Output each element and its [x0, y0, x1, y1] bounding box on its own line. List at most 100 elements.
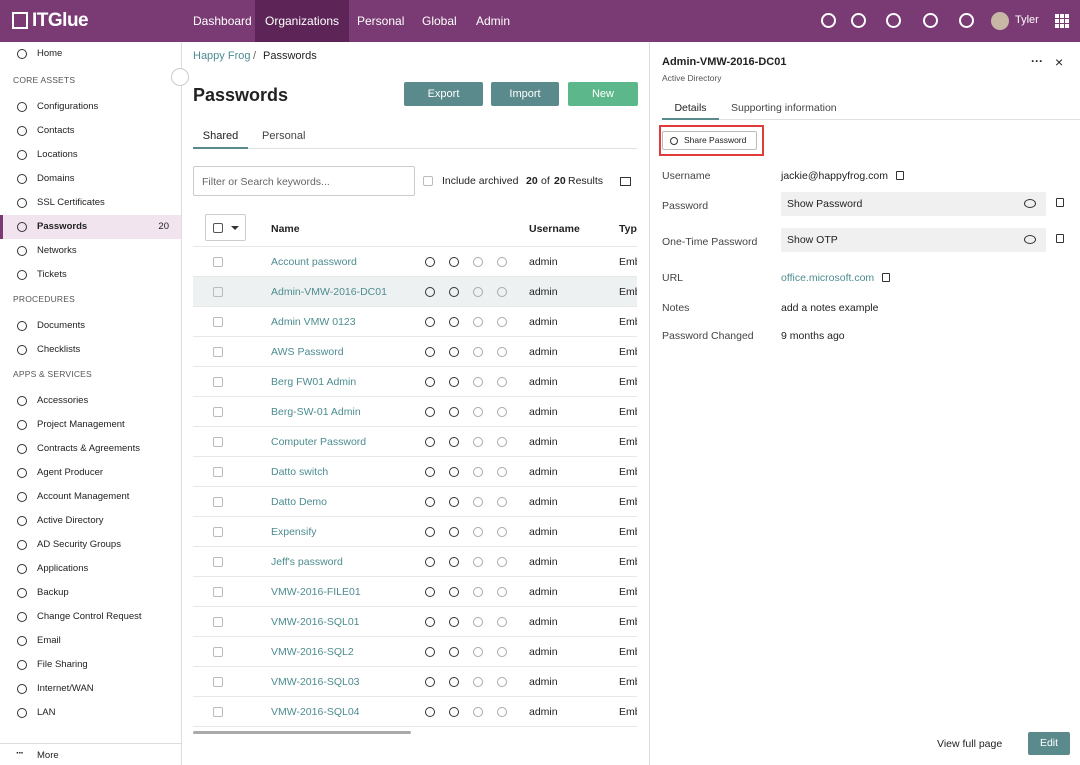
table-row[interactable]: Datto Demo admin Embedded	[193, 487, 637, 517]
sidebar-item[interactable]: Agent Producer	[0, 461, 181, 485]
row-action-icon[interactable]	[425, 467, 435, 477]
nav-link[interactable]: Personal	[357, 14, 405, 28]
more-menu[interactable]: ···	[1031, 54, 1043, 68]
tab[interactable]: Personal	[262, 130, 306, 142]
sidebar-item[interactable]: Backup	[0, 581, 181, 605]
reveal-box[interactable]: Show OTP	[781, 228, 1046, 252]
sidebar-item[interactable]: Contracts & Agreements	[0, 437, 181, 461]
nav-icon[interactable]	[851, 13, 866, 28]
password-name[interactable]: Account password	[271, 256, 357, 268]
column-header[interactable]: Type	[619, 223, 637, 235]
sidebar-item[interactable]: Locations	[0, 143, 181, 167]
row-action-icon[interactable]	[473, 557, 483, 567]
row-action-icon[interactable]	[425, 557, 435, 567]
row-action-icon[interactable]	[473, 707, 483, 717]
table-row[interactable]: Datto switch admin Embedded	[193, 457, 637, 487]
row-action-icon[interactable]	[449, 497, 459, 507]
nav-icon[interactable]	[886, 13, 901, 28]
row-action-icon[interactable]	[425, 287, 435, 297]
password-name[interactable]: VMW-2016-SQL03	[271, 676, 360, 688]
table-row[interactable]: Berg-SW-01 Admin admin Embedded	[193, 397, 637, 427]
row-action-icon[interactable]	[449, 677, 459, 687]
password-name[interactable]: Jeff's password	[271, 556, 343, 568]
row-action-icon[interactable]	[425, 617, 435, 627]
logo[interactable]: ITGlue	[32, 10, 89, 31]
sidebar-item[interactable]: Documents	[0, 314, 181, 338]
row-checkbox[interactable]	[213, 557, 223, 567]
row-checkbox[interactable]	[213, 317, 223, 327]
archived-checkbox[interactable]	[423, 176, 433, 186]
scrollbar[interactable]	[193, 731, 411, 734]
row-checkbox[interactable]	[213, 377, 223, 387]
search-box[interactable]: Filter or Search keywords...	[193, 166, 415, 196]
tab[interactable]: Shared	[193, 130, 248, 149]
row-action-icon[interactable]	[425, 257, 435, 267]
password-name[interactable]: Computer Password	[271, 436, 367, 448]
sidebar-item[interactable]: Contacts	[0, 119, 181, 143]
sidebar-item[interactable]: Email	[0, 629, 181, 653]
table-row[interactable]: VMW-2016-FILE01 admin Embedded	[193, 577, 637, 607]
row-action-icon[interactable]	[449, 587, 459, 597]
row-action-icon[interactable]	[425, 497, 435, 507]
sidebar-item[interactable]: Account Management	[0, 485, 181, 509]
row-action-icon[interactable]	[449, 437, 459, 447]
password-name[interactable]: Expensify	[271, 526, 317, 538]
row-action-icon[interactable]	[449, 347, 459, 357]
nav-icon[interactable]	[923, 13, 938, 28]
copy-icon[interactable]	[1056, 198, 1064, 207]
table-row[interactable]: Computer Password admin Embedded	[193, 427, 637, 457]
password-name[interactable]: Datto Demo	[271, 496, 328, 508]
tab[interactable]: Supporting information	[731, 102, 837, 114]
row-action-icon[interactable]	[425, 587, 435, 597]
row-action-icon[interactable]	[497, 437, 507, 447]
table-row[interactable]: Jeff's password admin Embedded	[193, 547, 637, 577]
copy-icon[interactable]	[896, 171, 904, 180]
sidebar-item[interactable]: Accessories	[0, 389, 181, 413]
row-action-icon[interactable]	[497, 317, 507, 327]
row-action-icon[interactable]	[449, 257, 459, 267]
sidebar-item[interactable]: Passwords 20	[0, 215, 181, 239]
table-row[interactable]: VMW-2016-SQL04 admin Embedded	[193, 697, 637, 727]
nav-link[interactable]: Organizations	[255, 0, 350, 42]
sidebar-item[interactable]: Change Control Request	[0, 605, 181, 629]
row-action-icon[interactable]	[425, 707, 435, 717]
row-checkbox[interactable]	[213, 437, 223, 447]
row-action-icon[interactable]	[473, 347, 483, 357]
user-name[interactable]: Tyler	[1015, 14, 1039, 26]
row-action-icon[interactable]	[473, 467, 483, 477]
columns-toggle[interactable]	[620, 177, 631, 186]
row-action-icon[interactable]	[425, 437, 435, 447]
row-action-icon[interactable]	[497, 527, 507, 537]
sidebar-item[interactable]: AD Security Groups	[0, 533, 181, 557]
edit-button[interactable]: Edit	[1028, 732, 1070, 755]
reveal-box[interactable]: Show Password	[781, 192, 1046, 216]
table-row[interactable]: AWS Password admin Embedded	[193, 337, 637, 367]
row-checkbox[interactable]	[213, 647, 223, 657]
row-action-icon[interactable]	[473, 377, 483, 387]
close-button[interactable]: ×	[1055, 54, 1064, 70]
sidebar-item[interactable]: Tickets	[0, 263, 181, 287]
password-name[interactable]: Datto switch	[271, 466, 329, 478]
table-row[interactable]: VMW-2016-SQL01 admin Embedded	[193, 607, 637, 637]
action-button[interactable]: New	[568, 82, 638, 106]
table-row[interactable]: Account password admin Embedded	[193, 247, 637, 277]
table-row[interactable]: Expensify admin Embedded	[193, 517, 637, 547]
column-header[interactable]: Username	[529, 223, 580, 235]
password-name[interactable]: VMW-2016-SQL2	[271, 646, 354, 658]
row-action-icon[interactable]	[473, 287, 483, 297]
row-action-icon[interactable]	[473, 677, 483, 687]
row-action-icon[interactable]	[425, 647, 435, 657]
sidebar-item[interactable]: Active Directory	[0, 509, 181, 533]
row-action-icon[interactable]	[497, 497, 507, 507]
sidebar-item[interactable]: Home	[0, 42, 181, 66]
row-checkbox[interactable]	[213, 497, 223, 507]
row-action-icon[interactable]	[449, 557, 459, 567]
breadcrumb-link[interactable]: Happy Frog	[193, 50, 251, 62]
row-action-icon[interactable]	[497, 287, 507, 297]
row-checkbox[interactable]	[213, 287, 223, 297]
password-name[interactable]: VMW-2016-SQL01	[271, 616, 360, 628]
row-action-icon[interactable]	[497, 347, 507, 357]
row-checkbox[interactable]	[213, 527, 223, 537]
nav-icon[interactable]	[959, 13, 974, 28]
table-row[interactable]: Admin-VMW-2016-DC01 admin Embedded	[193, 277, 637, 307]
